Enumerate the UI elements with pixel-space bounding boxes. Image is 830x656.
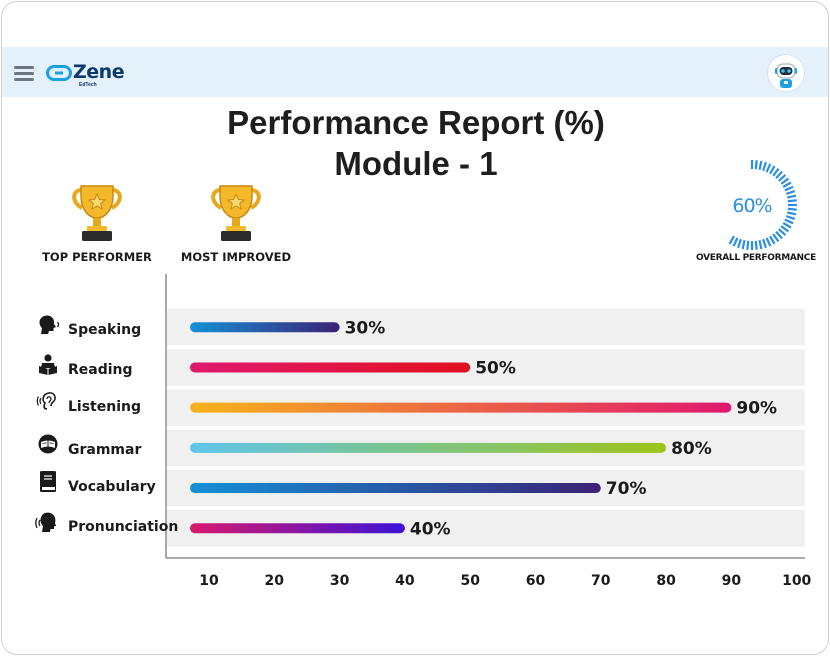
gauge-tick (728, 235, 735, 245)
bar-speaking[interactable] (190, 322, 340, 333)
gauge-tick (741, 239, 746, 250)
x-tick-label: 70 (591, 573, 611, 589)
gauge-tick (782, 181, 792, 188)
trophy-icon (211, 185, 261, 241)
x-tick-label: 40 (395, 573, 415, 589)
gauge-tick (765, 163, 772, 173)
gauge-tick (772, 167, 780, 177)
value-label-vocabulary: 70% (606, 479, 647, 499)
overall-performance-value: 60% (732, 195, 771, 217)
category-label-pronunciation: Pronunciation (68, 519, 178, 535)
overall-performance-gauge: 60% (722, 160, 797, 250)
bar-vocabulary[interactable] (190, 483, 601, 494)
gauge-tick (762, 161, 767, 172)
gauge-tick (746, 240, 750, 250)
category-label-listening: Listening (68, 399, 141, 415)
logo-mark-icon (46, 65, 72, 81)
gauge-tick (754, 240, 758, 250)
gauge-tick (787, 207, 797, 211)
award-label-most-improved: MOST IMPROVED (180, 250, 292, 264)
vocabulary-book-icon (40, 471, 56, 492)
app-logo[interactable]: Zene EdTech (46, 61, 125, 88)
category-label-grammar: Grammar (68, 442, 141, 458)
gauge-tick (772, 233, 780, 243)
trophy-icon (72, 185, 122, 241)
logo-text: Zene (73, 61, 125, 83)
gauge-tick (780, 225, 790, 233)
gauge-tick (758, 160, 763, 171)
robot-avatar-icon[interactable] (768, 55, 804, 91)
gauge-tick (765, 237, 772, 247)
gauge-tick (762, 238, 767, 249)
pronunciation-head-icon (35, 512, 56, 532)
gauge-tick (769, 165, 776, 175)
gauge-tick (785, 190, 796, 195)
bar-reading[interactable] (190, 362, 471, 373)
bar-listening[interactable] (190, 402, 732, 413)
gauge-tick (754, 160, 758, 170)
category-label-reading: Reading (68, 362, 133, 378)
x-tick-label: 60 (526, 573, 546, 589)
logo-subtext: EdTech (79, 82, 97, 88)
award-most-improved: MOST IMPROVED (174, 182, 298, 264)
value-label-speaking: 30% (345, 318, 386, 338)
x-tick-label: 90 (722, 573, 742, 589)
gauge-tick (786, 211, 797, 216)
gauge-tick (737, 238, 742, 249)
gauge-tick (780, 177, 790, 185)
reading-person-icon (39, 354, 57, 375)
report-subtitle: Module - 1 (334, 145, 498, 182)
gauge-tick (758, 239, 763, 250)
x-tick-label: 50 (460, 573, 480, 589)
gauge-tick (775, 170, 783, 179)
value-label-reading: 50% (475, 358, 516, 378)
gauge-tick (787, 199, 797, 203)
gauge-tick (785, 215, 796, 220)
gauge-tick (786, 194, 797, 199)
bar-pronunciation[interactable] (190, 523, 405, 534)
bar-grammar[interactable] (190, 442, 667, 453)
gauge-ticks (728, 160, 797, 250)
hamburger-menu-icon[interactable] (14, 66, 34, 81)
gauge-tick (769, 235, 776, 245)
award-top-performer: TOP PERFORMER (32, 182, 162, 264)
overall-performance-label: OVERALL PERFORMANCE (696, 253, 816, 263)
value-label-grammar: 80% (671, 439, 712, 459)
x-tick-label: 30 (330, 573, 350, 589)
value-label-pronunciation: 40% (410, 519, 451, 539)
x-tick-label: 100 (782, 573, 811, 589)
top-bar: Zene EdTech (2, 47, 828, 97)
x-tick-label: 10 (199, 573, 219, 589)
grammar-book-icon (38, 434, 58, 454)
gauge-tick (778, 174, 787, 182)
speaking-head-icon (39, 315, 60, 334)
gauge-tick (782, 222, 792, 229)
gauge-tick (784, 185, 794, 192)
gauge-tick (778, 228, 787, 236)
listening-ear-icon (36, 392, 56, 410)
gauge-tick (775, 231, 783, 240)
x-tick-label: 20 (265, 573, 285, 589)
x-tick-label: 80 (656, 573, 676, 589)
value-label-listening: 90% (736, 399, 777, 419)
award-label-top-performer: TOP PERFORMER (42, 250, 152, 264)
report-title: Performance Report (%) (227, 104, 605, 141)
category-label-vocabulary: Vocabulary (68, 479, 156, 495)
gauge-tick (784, 218, 794, 225)
gauge-tick (732, 237, 739, 247)
category-label-speaking: Speaking (68, 322, 141, 338)
